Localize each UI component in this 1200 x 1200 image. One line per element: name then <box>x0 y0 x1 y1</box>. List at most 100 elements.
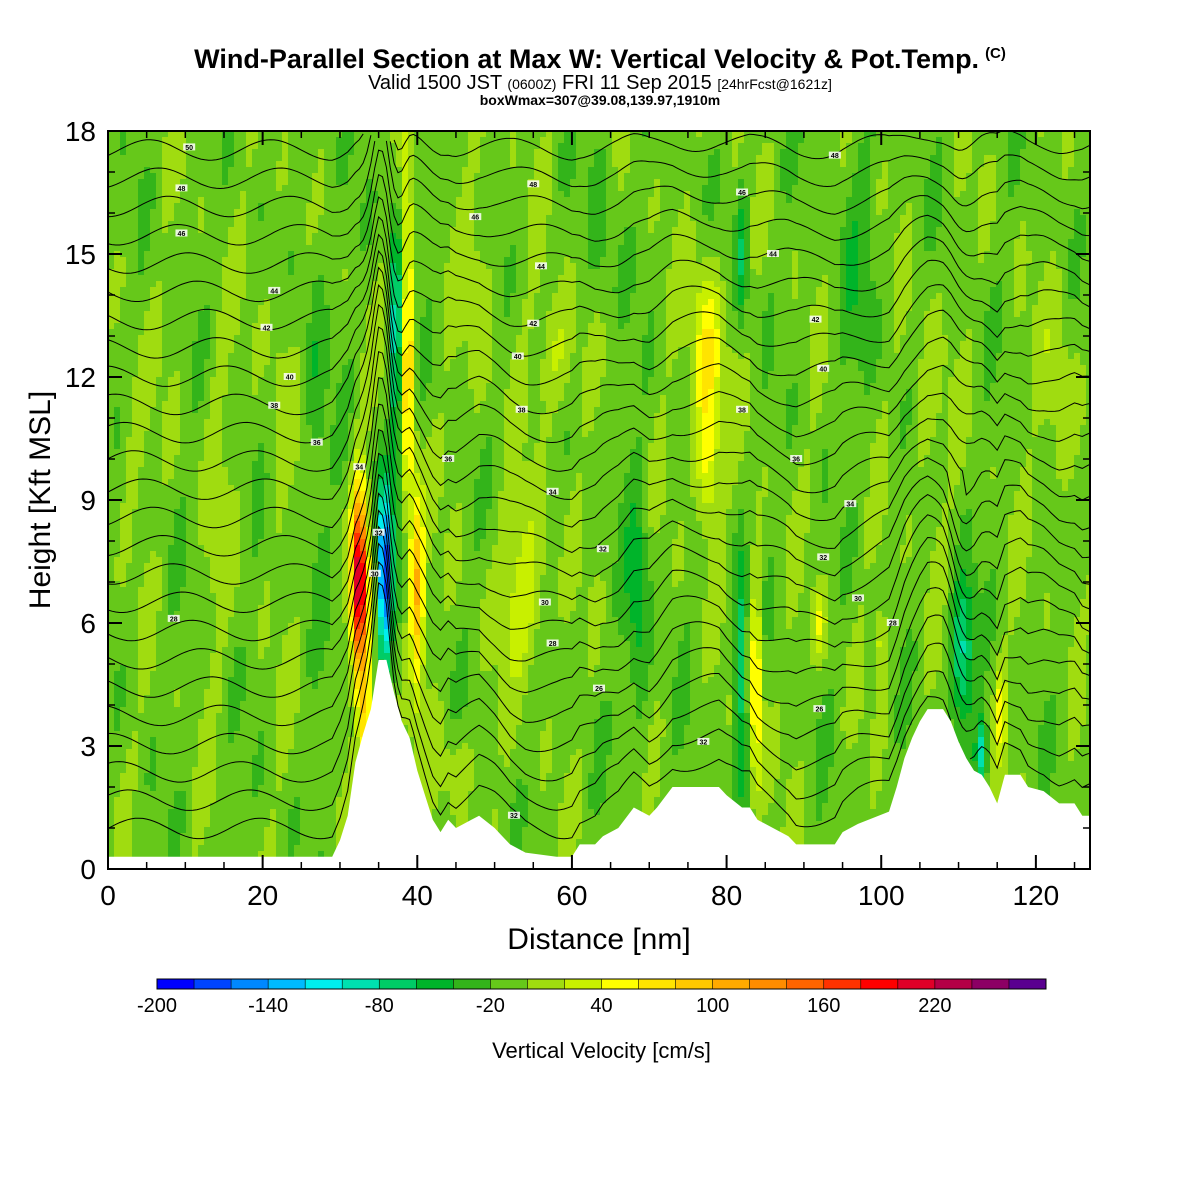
contour-label: 32 <box>375 530 383 537</box>
y-tick-label: 9 <box>80 485 96 516</box>
contour-label: 26 <box>595 686 603 693</box>
contour-label: 40 <box>514 354 522 361</box>
contour-label: 32 <box>510 813 518 820</box>
theta-contour-line <box>107 149 1091 246</box>
valid-time-text: Valid 1500 JST <box>368 72 502 94</box>
contour-label-bg <box>535 262 548 270</box>
contour-label-bg <box>310 438 323 446</box>
contour-label: 46 <box>471 215 479 222</box>
contour-label: 36 <box>313 440 321 447</box>
contour-label-bg <box>546 487 559 495</box>
chart-title: Wind-Parallel Section at Max W: Vertical… <box>0 44 1200 75</box>
contour-label-bg <box>852 594 865 602</box>
colorbar-swatch <box>157 979 195 989</box>
contour-label-bg <box>697 737 710 745</box>
contour-label-bg <box>175 229 188 237</box>
colorbar-swatch <box>527 979 565 989</box>
theta-contour-line <box>107 542 1091 783</box>
y-tick-label: 3 <box>80 731 96 762</box>
x-tick-label: 0 <box>100 880 116 911</box>
y-tick-label: 15 <box>65 239 96 270</box>
colorbar-tick-label: -80 <box>365 995 394 1017</box>
contour-label-bg <box>593 684 605 692</box>
contour-label-bg <box>527 319 540 327</box>
theta-contour-line <box>107 326 1091 500</box>
contour-label-bg <box>442 455 455 462</box>
contour-label: 28 <box>549 641 557 648</box>
contour-label-bg <box>368 569 381 577</box>
colorbar-swatch <box>601 979 639 989</box>
contour-label-bg <box>372 528 385 536</box>
contour-label-bg <box>175 184 188 192</box>
colorbar-tick-label: -20 <box>476 995 505 1017</box>
contour-label: 26 <box>815 707 823 714</box>
colorbar-swatch <box>490 979 528 989</box>
theta-contour-line <box>107 130 1091 161</box>
colorbar-title: Vertical Velocity [cm/s] <box>492 1038 711 1063</box>
theta-contour-line <box>107 140 1091 218</box>
x-tick-label: 100 <box>858 880 905 911</box>
theta-contour-line <box>107 581 1091 840</box>
theta-contour-line <box>107 452 1091 642</box>
colorbar-swatch <box>934 979 973 989</box>
contour-label: 48 <box>529 182 537 189</box>
contour-label: 40 <box>819 366 827 373</box>
contour-label-bg <box>809 315 822 323</box>
theta-contour-line <box>107 560 1091 811</box>
contour-label-bg <box>511 352 524 360</box>
contour-label-bg <box>886 619 899 626</box>
contour-label: 38 <box>270 403 278 410</box>
theta-contour-line <box>107 473 1091 670</box>
contour-label: 36 <box>792 457 800 464</box>
colorbar-tick-label: 220 <box>918 995 951 1017</box>
contour-label: 34 <box>549 489 557 496</box>
box-max-info: boxWmax=307@39.08,139.97,1910m <box>0 92 1200 108</box>
theta-contour-labels: 32 32 26 26 28 30 30 28 32 32 34 34 36 36 38 38 40 40 42 42… <box>167 143 899 820</box>
theta-contour-line <box>107 249 1091 387</box>
colorbar-swatch <box>897 979 936 989</box>
theta-contour-line <box>107 196 1091 303</box>
contour-label-bg <box>469 213 482 221</box>
theta-contour-line <box>107 135 1091 190</box>
colorbar-swatch <box>749 979 788 989</box>
contour-label-bg <box>183 143 196 151</box>
contour-label: 32 <box>819 555 827 562</box>
colorbar-swatch <box>712 979 750 989</box>
contour-label: 42 <box>529 321 537 328</box>
colorbar: -200 -140 -80 -20 40 100 160 220 <box>137 978 1047 1017</box>
contour-label-bg <box>507 811 520 819</box>
x-tick-label: 80 <box>711 880 742 911</box>
theta-contour-line <box>107 173 1091 274</box>
colorbar-swatch <box>416 979 454 989</box>
theta-contour-line <box>107 233 1091 359</box>
contour-label-bg <box>538 598 551 606</box>
contour-label: 44 <box>537 264 545 271</box>
contour-label: 42 <box>812 317 820 324</box>
contour-label-bg <box>790 455 803 462</box>
colorbar-tick-label: 160 <box>807 995 840 1017</box>
terrain-profile <box>108 659 1090 869</box>
contour-label: 40 <box>286 375 294 382</box>
contour-label: 44 <box>769 252 777 259</box>
contour-label-bg <box>596 545 609 553</box>
x-axis-label: Distance [nm] <box>507 923 690 956</box>
chart-subtitle: Valid 1500 JST (0600Z) FRI 11 Sep 2015 [… <box>0 72 1200 95</box>
contour-label-bg <box>817 364 830 372</box>
contour-label: 46 <box>738 190 746 197</box>
colorbar-swatch <box>823 979 862 989</box>
contour-label-bg <box>167 614 180 622</box>
colorbar-tick-label: 100 <box>696 995 729 1017</box>
contour-label-bg <box>515 405 528 413</box>
contour-label: 30 <box>371 571 379 578</box>
contour-label: 42 <box>263 325 271 332</box>
chart-title-text: Wind-Parallel Section at Max W: Vertical… <box>194 44 979 74</box>
contour-label: 46 <box>178 231 186 238</box>
colorbar-swatch <box>638 979 676 989</box>
colorbar-swatch <box>860 979 899 989</box>
contour-label: 34 <box>846 502 854 509</box>
colorbar-tick-label: -140 <box>248 995 288 1017</box>
theta-contour-line <box>107 283 1091 444</box>
x-tick-label: 60 <box>556 880 587 911</box>
colorbar-swatch <box>342 979 380 989</box>
contour-label: 48 <box>831 153 839 160</box>
